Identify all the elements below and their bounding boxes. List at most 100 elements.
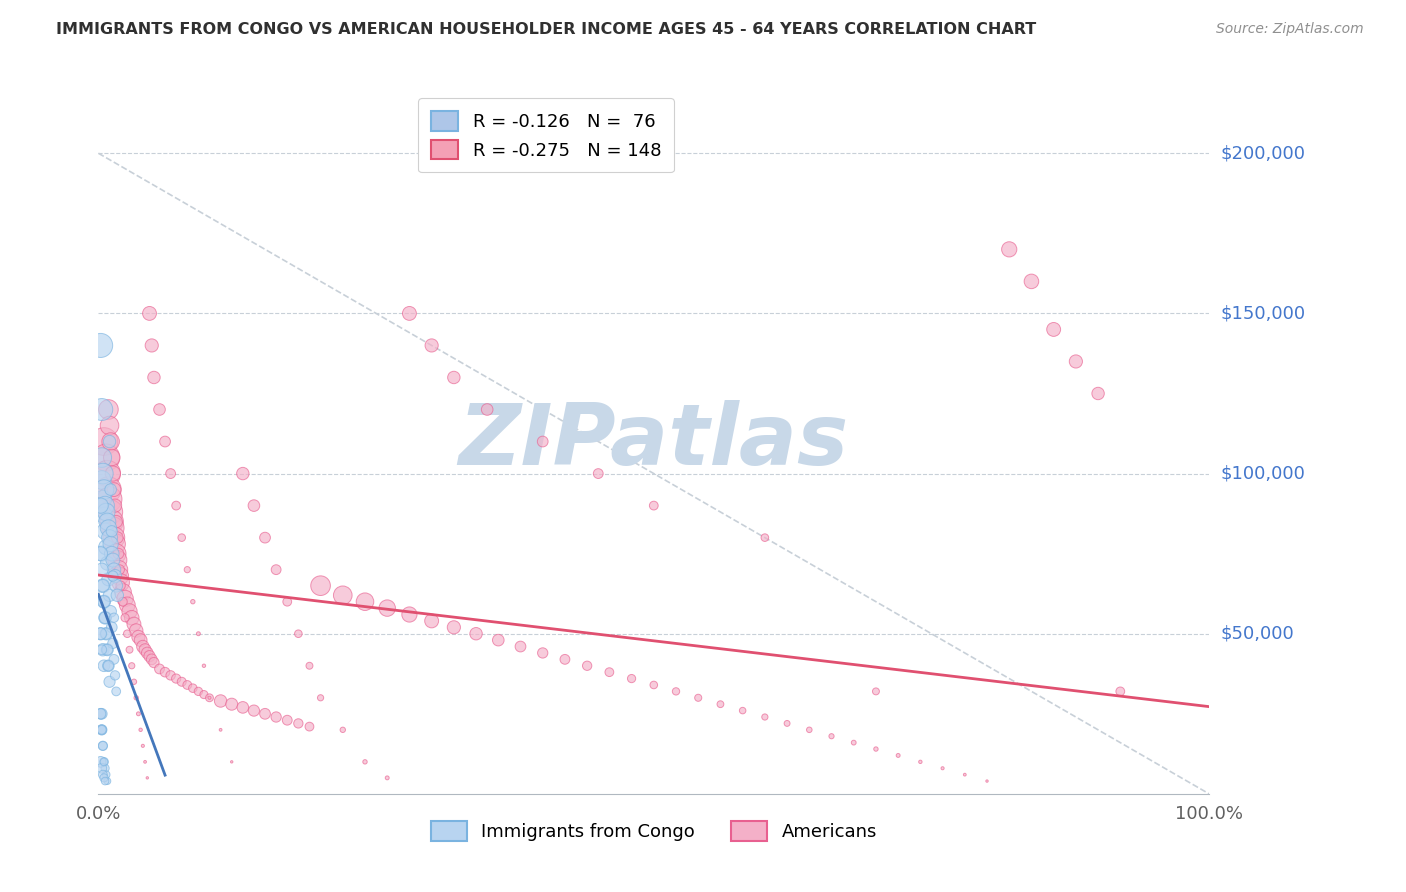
Point (90, 723, 112, 737)
Point (165, 499, 187, 513)
Point (93, 755, 115, 769)
Point (554, 652, 576, 666)
Point (298, 658, 321, 673)
Point (105, 531, 128, 545)
Point (96, 556, 118, 570)
Point (100, 524, 122, 539)
Point (91, 579, 114, 593)
Point (105, 684, 128, 698)
Point (97, 521, 120, 535)
Point (108, 563, 131, 577)
Point (105, 588, 128, 602)
Point (159, 668, 181, 682)
Point (94, 499, 117, 513)
Point (96, 505, 118, 519)
Point (98, 588, 121, 602)
Point (93, 658, 115, 673)
Point (96, 642, 118, 657)
Point (264, 563, 287, 577)
Point (93, 508, 115, 523)
Point (90, 563, 112, 577)
Text: Source: ZipAtlas.com: Source: ZipAtlas.com (1216, 22, 1364, 37)
Point (94, 774, 117, 789)
Point (620, 672, 643, 686)
Point (953, 767, 976, 781)
Point (1064, 354, 1087, 368)
Point (93, 595, 115, 609)
Point (232, 467, 254, 481)
Point (91, 739, 114, 753)
Point (94, 524, 117, 539)
Point (91, 642, 114, 657)
Point (122, 674, 145, 689)
Point (193, 658, 215, 673)
Point (132, 640, 155, 654)
Point (531, 434, 554, 449)
Point (209, 723, 232, 737)
Text: $100,000: $100,000 (1220, 465, 1305, 483)
Point (100, 450, 122, 465)
Point (176, 563, 198, 577)
Point (865, 684, 887, 698)
Point (688, 690, 710, 705)
Point (98, 418, 121, 433)
Point (101, 521, 124, 535)
Point (709, 697, 731, 711)
Point (111, 595, 134, 609)
Point (588, 467, 610, 481)
Point (104, 569, 127, 583)
Point (103, 610, 125, 624)
Point (101, 569, 124, 583)
Text: ZIPatlas: ZIPatlas (458, 400, 849, 483)
Point (104, 668, 127, 682)
Point (103, 531, 125, 545)
Point (443, 620, 465, 634)
Text: IMMIGRANTS FROM CONGO VS AMERICAN HOUSEHOLDER INCOME AGES 45 - 64 YEARS CORRELAT: IMMIGRANTS FROM CONGO VS AMERICAN HOUSEH… (56, 22, 1036, 37)
Point (176, 678, 198, 692)
Point (776, 716, 799, 731)
Point (100, 505, 122, 519)
Point (136, 771, 159, 785)
Point (865, 742, 887, 756)
Point (96, 626, 118, 640)
Point (820, 729, 842, 743)
Point (287, 716, 309, 731)
Point (153, 434, 176, 449)
Point (96, 541, 118, 555)
Point (243, 704, 266, 718)
Point (101, 636, 124, 650)
Point (531, 646, 554, 660)
Point (100, 547, 122, 561)
Point (93, 434, 115, 449)
Point (375, 601, 398, 615)
Point (398, 607, 420, 622)
Point (91, 579, 114, 593)
Text: $150,000: $150,000 (1220, 304, 1305, 322)
Point (125, 690, 148, 705)
Point (97, 483, 120, 497)
Point (90, 402, 112, 417)
Point (375, 771, 398, 785)
Point (108, 569, 131, 583)
Point (122, 617, 145, 632)
Point (509, 640, 531, 654)
Point (105, 579, 128, 593)
Point (103, 483, 125, 497)
Point (90, 450, 112, 465)
Point (181, 595, 204, 609)
Point (97, 658, 120, 673)
Point (100, 483, 122, 497)
Point (198, 690, 221, 705)
Point (420, 338, 443, 352)
Point (232, 700, 254, 714)
Point (98, 674, 121, 689)
Point (96, 626, 118, 640)
Point (117, 626, 139, 640)
Point (91, 739, 114, 753)
Point (209, 694, 232, 708)
Point (731, 704, 754, 718)
Point (148, 662, 170, 676)
Point (141, 338, 163, 352)
Point (100, 515, 122, 529)
Point (101, 553, 124, 567)
